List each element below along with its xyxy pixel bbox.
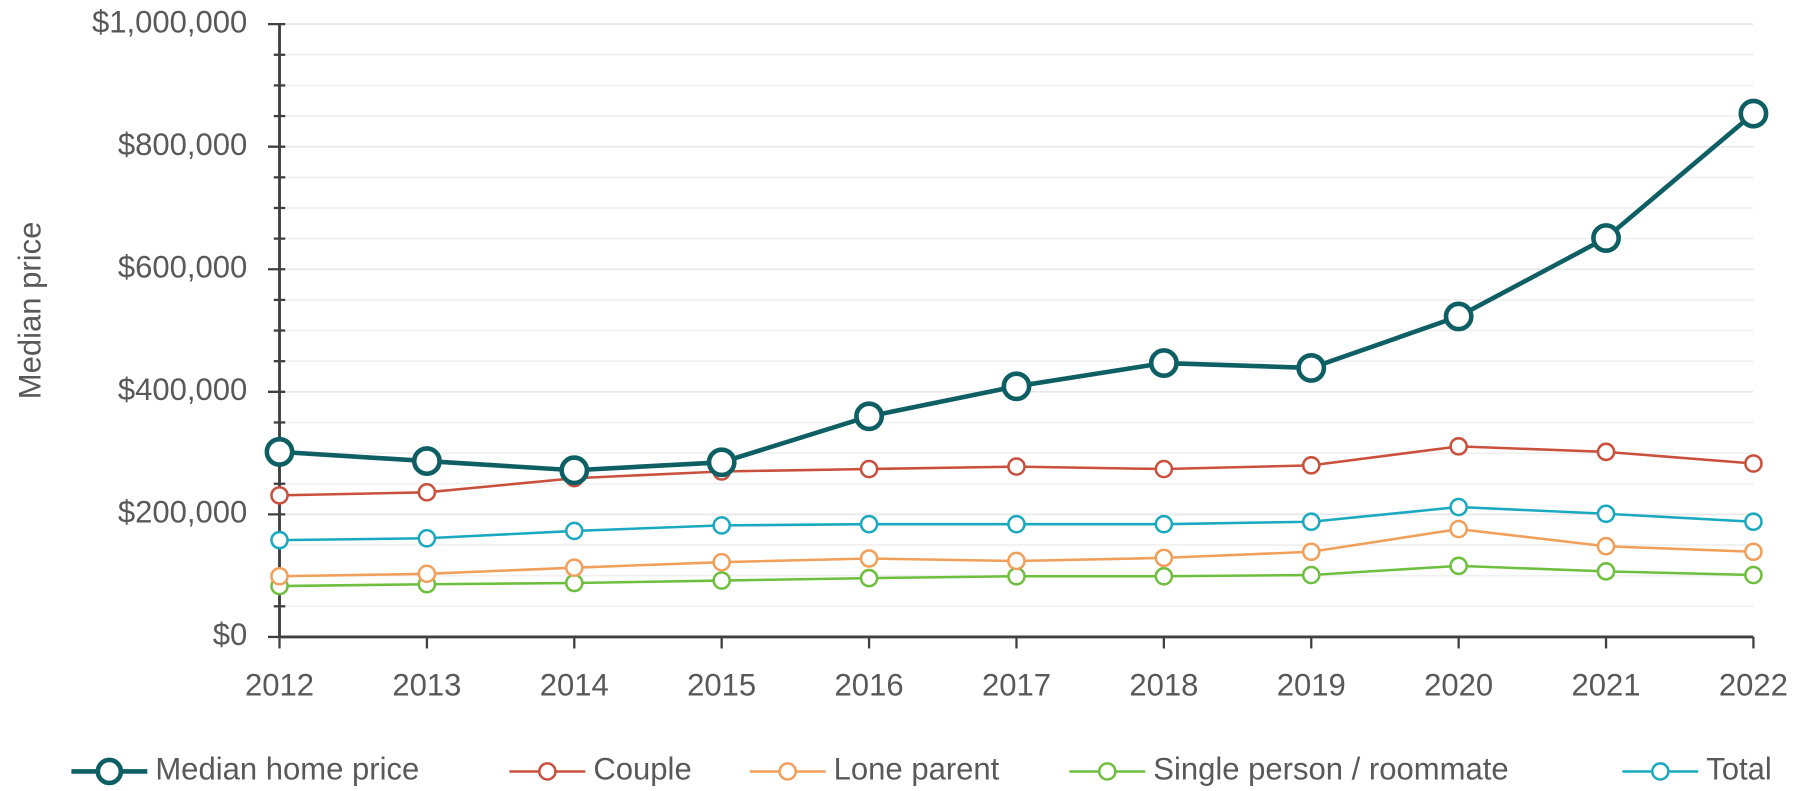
y-tick-label: $0 (213, 617, 248, 652)
point (264, 436, 295, 467)
point (1007, 566, 1026, 586)
point (1007, 457, 1026, 476)
point (1449, 519, 1468, 539)
point (1596, 562, 1616, 581)
legend-marker (1650, 762, 1670, 781)
point (859, 459, 879, 479)
point (1007, 551, 1026, 571)
point (1301, 512, 1321, 532)
point (1596, 504, 1616, 524)
point (1596, 442, 1616, 462)
x-tick-label: 2022 (1719, 668, 1788, 703)
x-tick-label: 2015 (687, 668, 756, 703)
y-tick-label: $200,000 (118, 495, 247, 530)
point (859, 568, 879, 588)
x-tick-label: 2012 (245, 668, 314, 703)
y-axis-label: Median price (13, 222, 48, 400)
x-tick-label: 2014 (540, 668, 609, 703)
point (1007, 514, 1026, 534)
x-tick-label: 2019 (1277, 668, 1346, 703)
point (417, 564, 437, 584)
point (1744, 512, 1763, 532)
point (1301, 542, 1321, 562)
x-tick-label: 2016 (835, 668, 904, 703)
x-tick-label: 2021 (1572, 668, 1641, 703)
point (859, 549, 879, 568)
point (1596, 536, 1616, 556)
point (1301, 456, 1321, 475)
y-tick-label: $600,000 (118, 249, 247, 284)
y-tick-label: $1,000,000 (92, 4, 247, 39)
point (1744, 454, 1763, 473)
point (1001, 371, 1032, 402)
legend-label: Couple (593, 752, 691, 787)
point (712, 516, 731, 535)
x-tick-label: 2013 (392, 668, 461, 703)
point (1148, 348, 1179, 378)
series-line (279, 111, 1755, 473)
x-tick-label: 2018 (1129, 668, 1198, 703)
point (1154, 566, 1174, 586)
point (564, 558, 584, 578)
point (1154, 548, 1174, 568)
y-tick-label: $400,000 (118, 372, 247, 407)
point (1449, 437, 1468, 456)
legend-label: Single person / roommate (1153, 752, 1508, 787)
point (564, 573, 584, 593)
point (1154, 514, 1174, 534)
legend-marker (95, 757, 124, 786)
legend-marker (1097, 762, 1117, 781)
x-tick-label: 2017 (982, 668, 1051, 703)
legend-label: Total (1706, 752, 1772, 787)
point (859, 514, 879, 534)
point (1301, 565, 1321, 585)
point (712, 571, 731, 590)
legend-label: Lone parent (834, 752, 1000, 787)
legend-marker (538, 762, 557, 781)
point (411, 446, 442, 477)
point (564, 521, 584, 541)
point (1449, 497, 1468, 517)
point (1738, 98, 1769, 129)
point (712, 552, 731, 572)
point (854, 401, 885, 432)
point (1744, 565, 1763, 585)
point (270, 566, 289, 586)
x-tick-label: 2020 (1424, 668, 1493, 703)
legend-label: Median home price (155, 752, 419, 787)
point (1443, 301, 1474, 332)
point (559, 455, 590, 486)
point (417, 483, 437, 502)
point (1296, 352, 1327, 383)
point (1449, 556, 1468, 576)
y-tick-label: $800,000 (118, 127, 247, 162)
legend-marker (778, 762, 797, 781)
point (270, 486, 289, 505)
point (1154, 459, 1174, 479)
point (1744, 542, 1763, 562)
point (270, 530, 289, 550)
point (706, 447, 737, 478)
point (417, 528, 437, 548)
point (1591, 223, 1621, 253)
